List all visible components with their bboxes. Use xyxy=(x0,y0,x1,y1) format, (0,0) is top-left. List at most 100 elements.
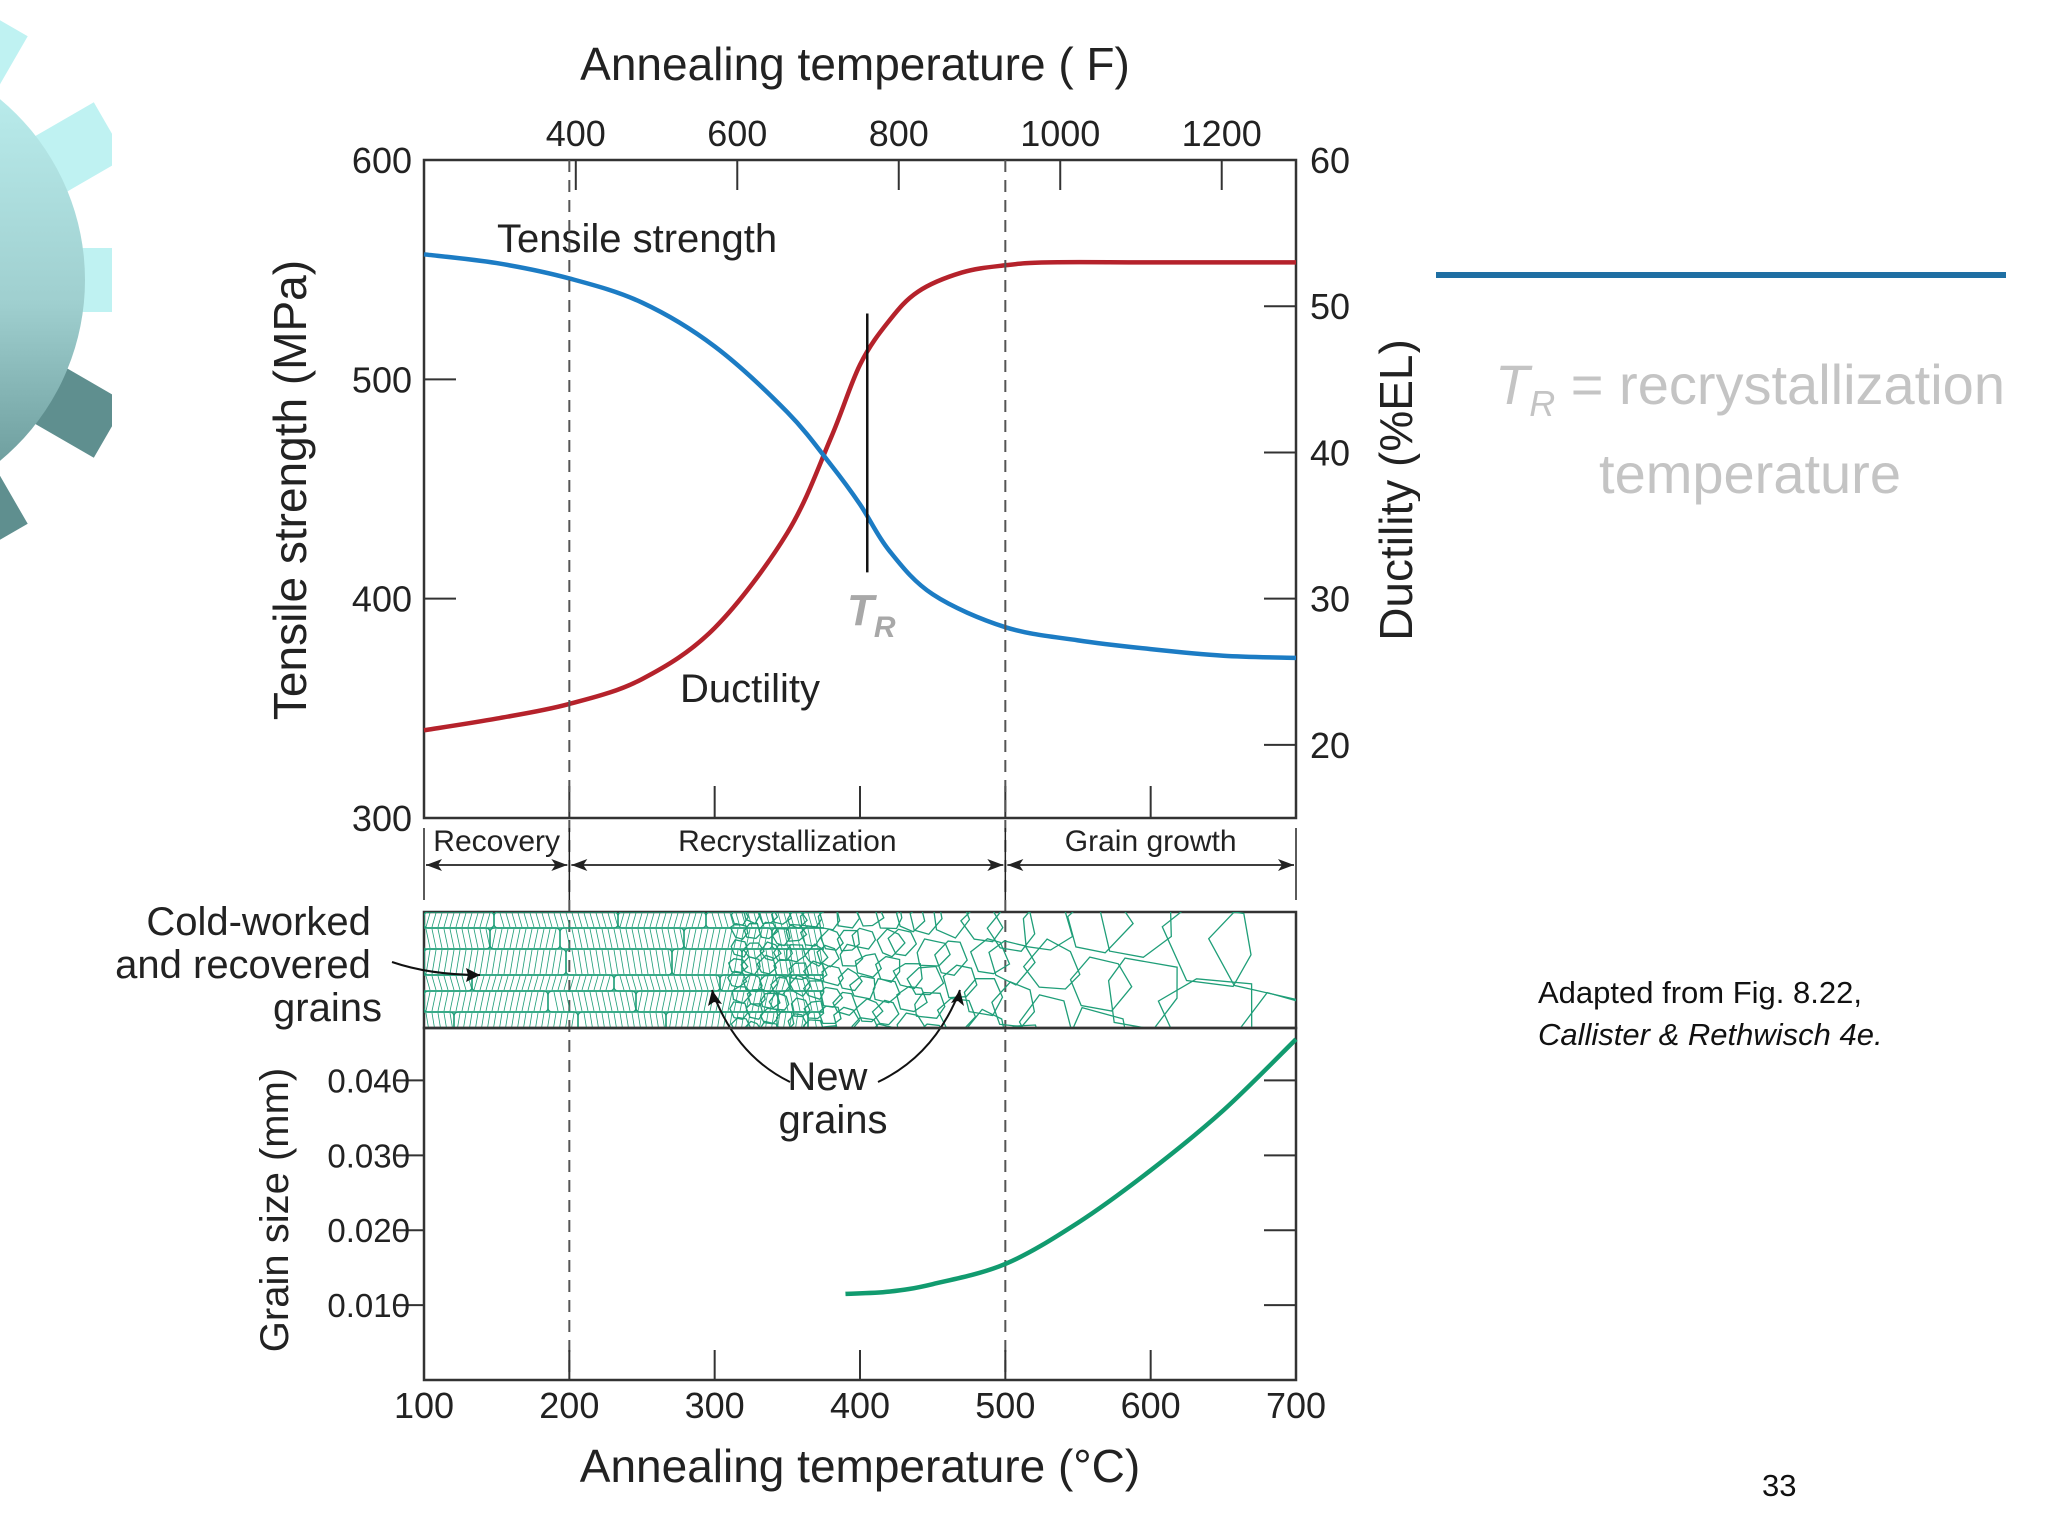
grain-striation xyxy=(414,976,418,990)
phase-arrowhead-right xyxy=(1278,859,1294,871)
grain-striation xyxy=(402,929,406,948)
gear-tooth xyxy=(0,441,28,556)
grain-striation xyxy=(862,1013,866,1037)
grain-striation xyxy=(697,928,703,949)
grain-striation xyxy=(691,949,697,975)
grain-striation xyxy=(673,949,679,975)
grain-striation xyxy=(455,949,461,975)
new-grains-arrowhead-left xyxy=(708,990,722,1006)
grain-striation xyxy=(691,912,697,928)
grain-striation xyxy=(679,912,685,928)
grain-striation xyxy=(655,949,661,975)
grain-striation xyxy=(733,949,739,975)
equiaxed-grain xyxy=(803,1000,825,1020)
grain-striation xyxy=(461,912,467,928)
grain-striation xyxy=(679,949,685,975)
credit-line-1: Adapted from Fig. 8.22, xyxy=(1538,975,1862,1010)
gear-decoration-icon xyxy=(0,4,112,556)
equiaxed-grain xyxy=(906,965,945,996)
grain-striation xyxy=(673,912,679,928)
grain-striation xyxy=(571,912,577,928)
bottom-x-tick-label: 400 xyxy=(830,1385,890,1426)
equiaxed-grain xyxy=(1072,1006,1126,1028)
grain-striation xyxy=(687,1012,691,1028)
phase-label: Recovery xyxy=(433,825,560,858)
equiaxed-grain xyxy=(851,927,877,950)
grain-striation xyxy=(491,928,497,949)
equiaxed-grain xyxy=(960,912,1004,943)
elongated-grain xyxy=(424,990,549,1013)
new-grains-arrow-right xyxy=(877,989,961,1083)
equiaxed-grain xyxy=(730,1016,752,1028)
grain-striation xyxy=(649,949,655,975)
grain-striation xyxy=(565,991,571,1012)
grain-striation xyxy=(807,928,813,949)
elongated-grain xyxy=(789,974,824,992)
grain-striation xyxy=(655,991,661,1012)
grain-striation xyxy=(457,1012,461,1028)
grain-striation xyxy=(431,991,437,1012)
grain-size-series-line xyxy=(845,1037,1298,1297)
grain-striation xyxy=(521,928,527,949)
grain-striation xyxy=(709,928,715,949)
grain-striation xyxy=(437,975,443,991)
gear-tooth xyxy=(0,4,28,119)
bottom-x-tick-label: 200 xyxy=(539,1385,599,1426)
top-x-tick-label: 600 xyxy=(707,113,767,154)
grain-striation xyxy=(655,928,661,949)
grain-striation xyxy=(402,976,406,990)
grain-striation xyxy=(691,928,697,949)
phase-arrowhead-right xyxy=(551,859,568,871)
grain-striation xyxy=(625,991,631,1012)
grain-striation xyxy=(679,991,685,1012)
grain-striation xyxy=(425,991,431,1012)
equiaxed-grain xyxy=(768,991,790,1011)
elongated-grain xyxy=(665,1011,809,1028)
annealing-figure: Annealing temperature ( F) 400 600 800 1000… xyxy=(115,38,1420,1492)
grain-striation xyxy=(541,912,547,928)
grain-striation xyxy=(607,928,613,949)
grain-striation xyxy=(485,975,491,991)
equiaxed-grain xyxy=(816,944,840,968)
grain-striation xyxy=(509,991,515,1012)
top-x-axis: 400 600 800 1000 1200 xyxy=(546,113,1262,190)
grain-striation xyxy=(751,975,757,991)
grain-striation xyxy=(741,1012,745,1028)
grain-striation xyxy=(739,975,745,991)
right-y-tick-label: 30 xyxy=(1310,579,1350,620)
ductility-label: Ductility xyxy=(680,667,820,711)
grain-striation xyxy=(449,912,455,928)
grain-striation xyxy=(789,949,795,975)
grain-striation xyxy=(685,928,691,949)
grain-striation xyxy=(425,1012,429,1028)
grain-striation xyxy=(673,991,679,1012)
grain-striation xyxy=(595,991,601,1012)
grain-striation xyxy=(517,1012,521,1028)
grain-striation xyxy=(669,1012,673,1028)
grain-size-y-tick-label: 0.020 xyxy=(327,1212,410,1249)
elongated-grain xyxy=(471,974,615,992)
grain-striation xyxy=(589,912,595,928)
grain-striation xyxy=(509,949,515,975)
grain-striation xyxy=(898,1013,902,1037)
grain-striation xyxy=(868,1013,872,1037)
equiaxed-grain xyxy=(936,997,977,1028)
grain-striation xyxy=(527,949,533,975)
grain-striation xyxy=(577,949,583,975)
grain-striation xyxy=(643,912,649,928)
grain-striation xyxy=(565,928,571,949)
grain-striation xyxy=(511,1012,515,1028)
top-x-tick-label: 800 xyxy=(869,113,929,154)
grain-size-y-axis-title: Grain size (mm) xyxy=(253,1068,297,1352)
equiaxed-grain xyxy=(851,1017,879,1028)
grain-striation xyxy=(449,991,455,1012)
grain-striation xyxy=(443,912,449,928)
grain-striation xyxy=(631,912,637,928)
grain-striation xyxy=(685,912,691,928)
grain-striation xyxy=(763,991,769,1012)
grain-striation xyxy=(631,928,637,949)
grain-striation xyxy=(643,975,649,991)
grain-striation xyxy=(571,1012,575,1028)
grain-striation xyxy=(637,949,643,975)
grain-striation xyxy=(703,928,709,949)
